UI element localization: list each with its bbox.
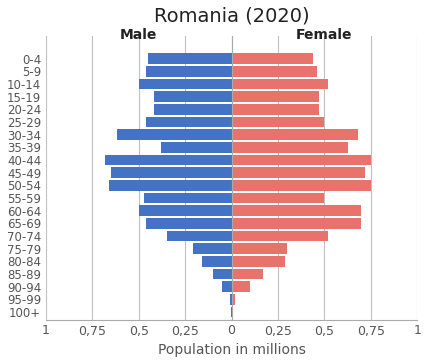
Bar [232,281,250,292]
Bar [148,53,232,64]
Bar [161,142,232,153]
Bar [146,218,232,229]
Bar [232,53,313,64]
Bar [109,180,232,191]
Bar [139,79,232,90]
Bar [144,193,232,203]
Bar [232,155,371,165]
Bar [111,167,232,178]
Bar [232,243,287,254]
Bar [232,269,263,280]
Bar [222,281,232,292]
Bar [116,129,232,140]
Bar [232,231,328,241]
Bar [105,155,232,165]
Bar [232,91,319,102]
Bar [166,231,232,241]
Bar [232,193,324,203]
Bar [232,294,235,305]
Bar [146,66,232,77]
Bar [193,243,232,254]
Bar [232,218,362,229]
X-axis label: Population in millions: Population in millions [158,343,306,357]
Bar [213,269,232,280]
Text: Female: Female [296,28,353,42]
Bar [232,79,328,90]
Bar [232,180,371,191]
Bar [232,167,365,178]
Bar [230,294,232,305]
Bar [232,142,348,153]
Bar [232,306,233,317]
Bar [232,129,358,140]
Bar [232,66,317,77]
Bar [232,256,285,267]
Text: Male: Male [120,28,158,42]
Bar [146,116,232,127]
Bar [232,205,362,216]
Bar [232,116,324,127]
Bar [202,256,232,267]
Bar [139,205,232,216]
Bar [154,104,232,115]
Title: Romania (2020): Romania (2020) [154,7,309,26]
Bar [154,91,232,102]
Bar [232,104,319,115]
